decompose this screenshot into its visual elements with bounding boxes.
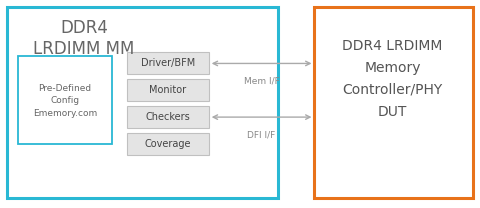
Text: Pre-Defined
Config
Ememory.com: Pre-Defined Config Ememory.com [33,84,97,118]
Bar [127,79,209,101]
Text: DDR4 LRDIMM
Memory
Controller/PHY
DUT: DDR4 LRDIMM Memory Controller/PHY DUT [342,40,443,119]
Bar [7,7,278,198]
Text: Driver/BFM: Driver/BFM [141,58,195,68]
Text: Monitor: Monitor [149,85,187,95]
Bar [18,56,112,144]
Text: Coverage: Coverage [145,139,191,149]
Bar [127,133,209,155]
Bar [127,52,209,74]
Text: DFI I/F: DFI I/F [248,131,276,140]
Text: Checkers: Checkers [145,112,191,122]
Bar [314,7,473,198]
Text: Mem I/F: Mem I/F [244,77,279,86]
Bar [127,106,209,128]
Text: DDR4
LRDIMM MM: DDR4 LRDIMM MM [33,19,135,58]
